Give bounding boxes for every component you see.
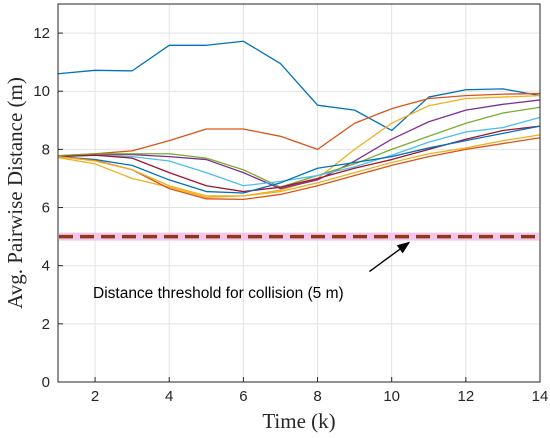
series-line-8 (57, 125, 541, 194)
threshold (59, 232, 539, 241)
y-tick-label: 2 (42, 316, 50, 333)
annotation-arrow (369, 248, 401, 273)
series-line-1 (57, 40, 541, 132)
x-tick-label: 14 (532, 388, 549, 405)
y-tick-label: 8 (42, 141, 50, 158)
annotation-arrowhead (396, 241, 411, 254)
x-tick-label: 6 (239, 388, 247, 405)
x-tick-label: 12 (458, 388, 475, 405)
x-axis-title: Time (k) (262, 409, 335, 433)
x-tick-label: 2 (91, 388, 99, 405)
ticks: 2 4 6 8 10 12 14 0 2 4 6 8 10 12 (33, 25, 548, 405)
series-line-10 (57, 134, 541, 197)
y-tick-label: 10 (33, 83, 50, 100)
series-line-4 (57, 99, 541, 190)
annotation-text: Distance threshold for collision (5 m) (93, 285, 344, 302)
y-tick-label: 6 (42, 200, 50, 217)
x-tick-label: 8 (313, 388, 321, 405)
series-group (57, 40, 541, 201)
annotation: Distance threshold for collision (5 m) (93, 241, 411, 302)
series-line-6 (57, 116, 541, 187)
series-line-2 (57, 92, 541, 157)
plot-frame (57, 3, 541, 383)
y-tick-label: 4 (42, 258, 50, 275)
y-tick-label: 12 (33, 25, 50, 42)
x-tick-label: 10 (383, 388, 400, 405)
series-line-3 (57, 94, 541, 199)
y-axis-title: Avg. Pairwise Distance (m) (3, 77, 27, 309)
x-tick-label: 4 (165, 388, 173, 405)
grid (58, 4, 541, 383)
series-line-5 (57, 106, 541, 188)
series-line-7 (57, 125, 541, 193)
y-tick-label: 0 (42, 374, 50, 391)
